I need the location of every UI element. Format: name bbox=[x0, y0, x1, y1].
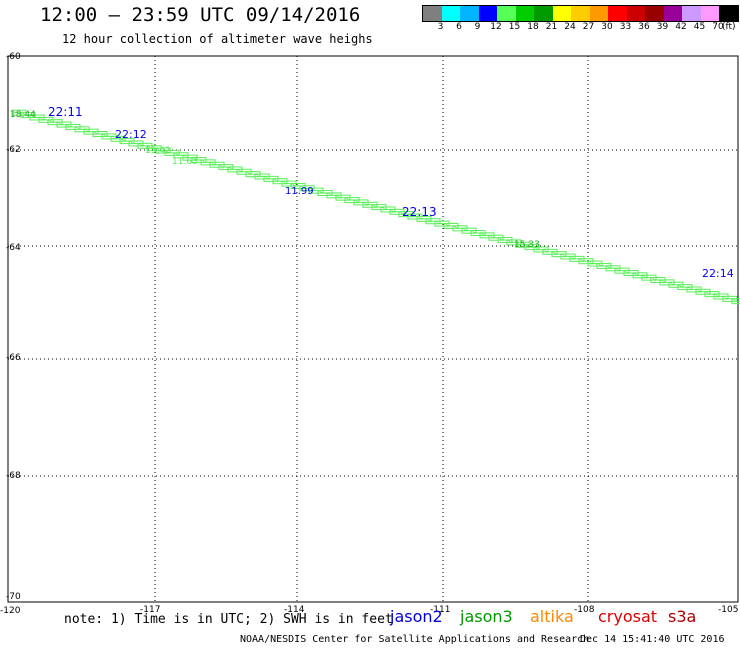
legend-label: 27 bbox=[582, 22, 595, 32]
legend-swatch bbox=[571, 6, 590, 21]
legend-swatch bbox=[515, 6, 534, 21]
legend-label: 24 bbox=[564, 22, 576, 32]
legend-swatch bbox=[663, 6, 682, 21]
longitude-tick-label: -108 bbox=[574, 605, 595, 615]
legend-label: 9 bbox=[474, 22, 481, 32]
track-label: 11.63 bbox=[172, 157, 198, 167]
graticule bbox=[8, 56, 738, 602]
legend-swatch bbox=[700, 6, 719, 21]
track-label: 22:12 bbox=[115, 128, 147, 141]
legend-label: 12 bbox=[490, 22, 502, 32]
longitude-labels: -120 -117 -114 -111 -108 -105 bbox=[0, 605, 738, 616]
legend-label: 33 bbox=[619, 22, 632, 32]
longitude-tick-label: -120 bbox=[0, 606, 21, 616]
legend-label: 70 bbox=[712, 22, 724, 32]
longitude-tick-label: -114 bbox=[284, 605, 305, 615]
legend-label: 36 bbox=[638, 22, 650, 32]
legend-swatch bbox=[589, 6, 608, 21]
page-subtitle: 12 hour collection of altimeter wave hei… bbox=[62, 32, 373, 46]
mission-label-jason3: jason3 bbox=[460, 607, 513, 626]
note-text: note: 1) Time is in UTC; 2) SWH is in fe… bbox=[64, 612, 393, 627]
mission-label-cryosat: cryosat bbox=[598, 607, 658, 626]
page-title: 12:00 – 23:59 UTC 09/14/2016 bbox=[40, 4, 361, 26]
latitude-labels: -60 -62 -64 -66 -68 -70 bbox=[6, 52, 21, 602]
timestamp-text: Dec 14 15:41:40 UTC 2016 bbox=[580, 634, 725, 645]
wave-height-legend bbox=[422, 5, 739, 22]
legend-label: 30 bbox=[601, 22, 613, 32]
legend-label: 6 bbox=[456, 22, 462, 32]
legend-swatch bbox=[441, 6, 460, 21]
legend-label: 15 bbox=[508, 22, 521, 32]
mission-label-jason2: jason2 bbox=[390, 607, 443, 626]
legend-label: 45 bbox=[693, 22, 706, 32]
track-label: 15.42 bbox=[145, 146, 171, 156]
track-label: 22:11 bbox=[48, 105, 83, 119]
latitude-tick-label: -62 bbox=[6, 145, 21, 155]
latitude-tick-label: -70 bbox=[6, 592, 21, 602]
latitude-tick-label: -68 bbox=[6, 471, 21, 481]
legend-swatch bbox=[478, 6, 497, 21]
track-label: 18.44 bbox=[10, 110, 36, 120]
legend-label: 39 bbox=[656, 22, 669, 32]
legend-swatch bbox=[552, 6, 571, 21]
legend-label: 3 bbox=[437, 22, 444, 32]
track-sample bbox=[731, 298, 740, 305]
longitude-tick-label: -111 bbox=[430, 605, 450, 615]
latitude-tick-label: -66 bbox=[6, 353, 21, 363]
track-label: 22:14 bbox=[702, 267, 734, 280]
legend-label: 42 bbox=[675, 22, 687, 32]
latitude-tick-label: -64 bbox=[6, 243, 21, 253]
mission-label-altika: altika bbox=[530, 607, 574, 626]
legend-swatch bbox=[497, 6, 516, 21]
legend-swatch bbox=[682, 6, 701, 21]
legend-labels: (ft) 3 6 9 12 15 18 21 24 27 30 33 36 39 42 45 70 bbox=[422, 22, 740, 34]
legend-label: 21 bbox=[545, 22, 558, 32]
legend-swatch bbox=[460, 6, 479, 21]
map-frame bbox=[7, 55, 739, 603]
legend-swatch bbox=[645, 6, 664, 21]
credit-text: NOAA/NESDIS Center for Satellite Applica… bbox=[240, 634, 590, 645]
legend-unit: (ft) bbox=[722, 22, 736, 32]
legend-swatch bbox=[719, 6, 738, 21]
longitude-tick-label: -117 bbox=[140, 605, 160, 615]
track-label: 22:13 bbox=[402, 205, 437, 219]
satellite-tracks bbox=[11, 109, 740, 305]
legend-swatch bbox=[423, 6, 442, 21]
track-label: 11.99 bbox=[285, 186, 314, 197]
latitude-tick-label: -60 bbox=[6, 52, 21, 62]
legend-label: 18 bbox=[527, 22, 539, 32]
track-label: 15.33 bbox=[514, 240, 540, 250]
legend-swatch bbox=[608, 6, 627, 21]
legend-swatch bbox=[534, 6, 553, 21]
legend-swatch bbox=[626, 6, 645, 21]
longitude-tick-label: -105 bbox=[718, 605, 738, 615]
mission-label-s3a: s3a bbox=[668, 607, 697, 626]
